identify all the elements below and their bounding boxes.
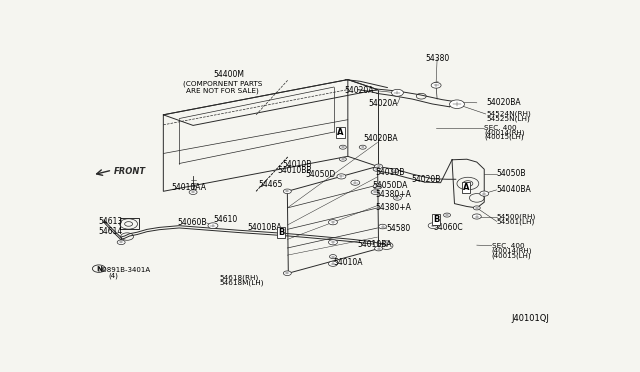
Text: B: B: [278, 228, 284, 237]
Circle shape: [373, 184, 382, 189]
Text: 54020BA: 54020BA: [486, 98, 522, 107]
Text: 54020BA: 54020BA: [364, 134, 398, 143]
Text: ARE NOT FOR SALE): ARE NOT FOR SALE): [186, 87, 259, 94]
Circle shape: [284, 189, 291, 193]
Circle shape: [117, 240, 125, 244]
Text: 54500(RH): 54500(RH): [497, 213, 536, 220]
Circle shape: [339, 157, 346, 161]
Text: 54010B: 54010B: [375, 168, 404, 177]
Circle shape: [474, 206, 480, 210]
Text: (4): (4): [109, 273, 118, 279]
Circle shape: [374, 246, 383, 251]
Circle shape: [328, 240, 337, 245]
Circle shape: [392, 169, 399, 173]
Text: 54525N(LH): 54525N(LH): [486, 115, 531, 122]
Text: 54010BA: 54010BA: [248, 224, 282, 232]
Circle shape: [337, 174, 346, 179]
Text: SEC. 400: SEC. 400: [492, 243, 524, 249]
Circle shape: [330, 254, 337, 259]
Circle shape: [189, 190, 197, 195]
Circle shape: [374, 164, 383, 169]
Text: 54020B: 54020B: [412, 175, 441, 184]
Text: 54618(RH): 54618(RH): [220, 275, 259, 281]
Text: 54010BA: 54010BA: [358, 240, 392, 249]
Text: 54465: 54465: [258, 180, 282, 189]
Circle shape: [472, 214, 481, 219]
Circle shape: [328, 219, 337, 225]
Circle shape: [373, 167, 380, 171]
Text: 54618M(LH): 54618M(LH): [220, 280, 264, 286]
Circle shape: [394, 196, 401, 200]
Circle shape: [208, 223, 218, 228]
Text: 54380+A: 54380+A: [375, 203, 411, 212]
Circle shape: [284, 271, 291, 276]
Text: 54580: 54580: [387, 224, 411, 233]
Circle shape: [431, 83, 441, 88]
Circle shape: [428, 223, 438, 228]
Circle shape: [480, 191, 489, 196]
Text: 54060C: 54060C: [433, 223, 463, 232]
Text: 54380+A: 54380+A: [375, 190, 411, 199]
Circle shape: [383, 241, 390, 245]
Text: N0891B-3401A: N0891B-3401A: [97, 267, 150, 273]
Circle shape: [359, 145, 366, 149]
Circle shape: [444, 213, 451, 217]
Text: (COMPORNENT PARTS: (COMPORNENT PARTS: [183, 81, 262, 87]
Text: (40014(RH): (40014(RH): [492, 248, 532, 254]
Text: 54010AA: 54010AA: [172, 183, 207, 192]
Text: 54380: 54380: [425, 54, 449, 64]
Text: 54610: 54610: [213, 215, 237, 224]
Text: B: B: [433, 215, 439, 224]
Text: J40101QJ: J40101QJ: [511, 314, 549, 323]
Text: (40015(LH): (40015(LH): [492, 252, 531, 259]
Text: 54010A: 54010A: [333, 258, 362, 267]
Circle shape: [328, 261, 337, 266]
Text: 54050DA: 54050DA: [372, 181, 408, 190]
Circle shape: [339, 145, 346, 149]
Text: 54020A: 54020A: [368, 99, 397, 108]
Text: 54010B: 54010B: [283, 160, 312, 169]
Text: 54050D: 54050D: [306, 170, 336, 179]
Text: 54020A: 54020A: [344, 86, 374, 95]
Text: 54050B: 54050B: [497, 169, 526, 178]
Circle shape: [449, 100, 465, 109]
Circle shape: [371, 190, 379, 195]
Text: FRONT: FRONT: [114, 167, 146, 176]
Text: SEC. 400: SEC. 400: [484, 125, 517, 131]
Circle shape: [379, 224, 387, 229]
Text: 54613: 54613: [99, 217, 123, 226]
Text: A: A: [337, 128, 344, 137]
Text: 54501(LH): 54501(LH): [497, 218, 535, 225]
Text: N: N: [96, 266, 102, 272]
Circle shape: [392, 89, 403, 96]
Text: 54060B: 54060B: [177, 218, 207, 227]
Circle shape: [351, 180, 360, 185]
Circle shape: [467, 183, 469, 185]
Text: A: A: [463, 183, 469, 192]
Text: 54524N(RH): 54524N(RH): [486, 111, 531, 117]
Text: 54400M: 54400M: [213, 70, 244, 79]
Text: (40015(LH): (40015(LH): [484, 134, 524, 140]
Text: (40014(RH): (40014(RH): [484, 129, 525, 136]
Text: 54040BA: 54040BA: [497, 185, 531, 194]
Text: 54614: 54614: [99, 227, 123, 236]
Text: 54010BB: 54010BB: [278, 166, 312, 174]
